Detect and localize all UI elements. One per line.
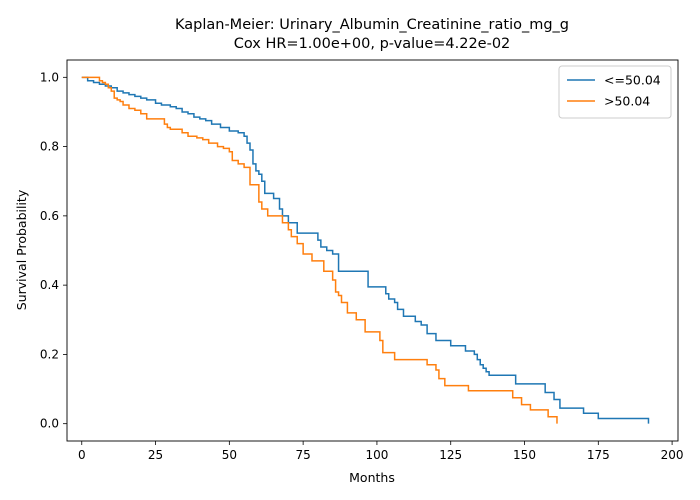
chart-subtitle: Cox HR=1.00e+00, p-value=4.22e-02 [234, 36, 511, 52]
x-tick-label: 150 [513, 448, 536, 462]
plot-frame [66, 59, 679, 442]
y-tick-label: 0.0 [40, 417, 59, 431]
y-tick-label: 0.2 [40, 347, 59, 361]
legend-box [558, 65, 672, 119]
y-tick-label: 0.4 [40, 278, 59, 292]
survival-curve-series-2 [81, 76, 558, 424]
x-axis: 0 25 50 75 100 125 150 175 200 [78, 441, 684, 462]
x-tick-label: 200 [661, 448, 684, 462]
survival-curve-series-1 [81, 76, 650, 424]
x-tick-label: 25 [148, 448, 163, 462]
y-tick-label: 0.8 [40, 140, 59, 154]
legend-label: >50.04 [604, 94, 650, 109]
x-tick-label: 75 [295, 448, 310, 462]
x-tick-label: 50 [222, 448, 237, 462]
y-tick-label: 0.6 [40, 209, 59, 223]
plot-series [81, 76, 650, 424]
x-tick-label: 125 [439, 448, 462, 462]
x-tick-label: 100 [365, 448, 388, 462]
legend-label: <=50.04 [604, 73, 661, 88]
legend: <=50.04 >50.04 [558, 65, 672, 119]
x-tick-label: 0 [78, 448, 86, 462]
y-axis: 0.0 0.2 0.4 0.6 0.8 1.0 [40, 70, 67, 431]
y-tick-label: 1.0 [40, 70, 59, 84]
x-axis-label: Months [349, 470, 395, 485]
y-axis-label: Survival Probability [14, 189, 29, 310]
x-tick-label: 175 [587, 448, 610, 462]
chart-title: Kaplan-Meier: Urinary_Albumin_Creatinine… [175, 17, 569, 33]
